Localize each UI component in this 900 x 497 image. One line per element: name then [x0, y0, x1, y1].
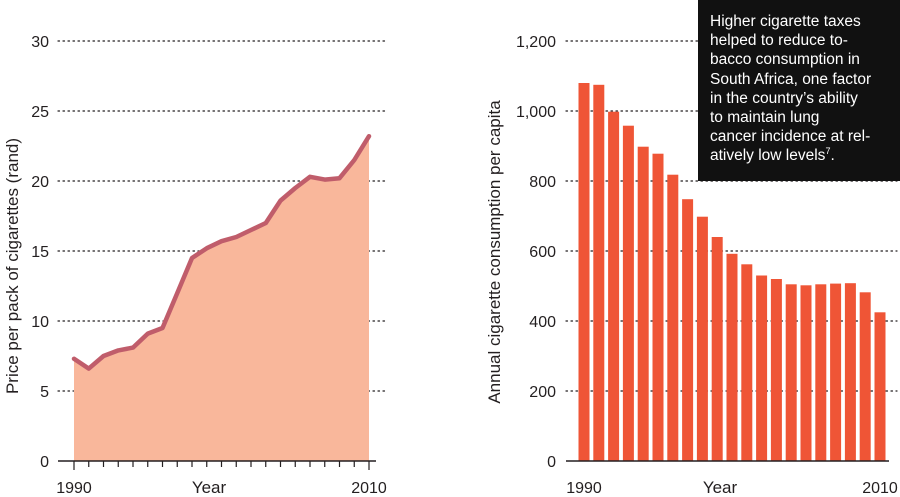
consumption-bar — [637, 146, 649, 461]
consumption-y-tick-label: 200 — [529, 384, 556, 401]
consumption-bar — [741, 264, 753, 461]
consumption-bar — [815, 284, 827, 462]
price-y-tick-label: 5 — [40, 384, 49, 401]
annotation-line: to maintain lung — [710, 109, 820, 127]
consumption-bar — [667, 174, 679, 461]
consumption-bar — [800, 285, 812, 461]
annotation-line-text: atively low levels — [710, 147, 826, 165]
price-x-tick-label: 2010 — [351, 480, 387, 497]
consumption-bar — [622, 125, 634, 461]
consumption-bar — [859, 292, 871, 461]
consumption-y-tick-label: 600 — [529, 244, 556, 261]
consumption-bar — [756, 275, 768, 461]
annotation-line: helped to reduce to- — [710, 32, 848, 50]
consumption-y-tick-label: 0 — [547, 454, 556, 471]
consumption-y-tick-labels: 0 200 400 600 800 1,000 1,200 — [516, 34, 556, 471]
consumption-bar — [652, 153, 664, 461]
annotation-box: Higher cigarette taxes helped to reduce … — [698, 0, 900, 181]
annotation-line: bacco consumption in — [710, 51, 860, 69]
price-y-axis-title: Price per pack of cigarettes (rand) — [3, 138, 22, 394]
price-area — [74, 136, 369, 461]
consumption-x-tick-labels: 1990 2010 — [566, 480, 898, 497]
consumption-x-tick-label: 1990 — [566, 480, 602, 497]
annotation-line: Higher cigarette taxes — [710, 13, 861, 30]
price-y-tick-labels: 0 5 10 15 20 25 30 — [31, 34, 49, 471]
consumption-bar — [696, 216, 708, 461]
consumption-y-tick-label: 1,200 — [516, 34, 556, 51]
consumption-bar — [785, 284, 797, 462]
consumption-chart: 0 200 400 600 800 1,000 1,200 1990 2010 Year An… — [485, 34, 898, 497]
annotation-end-punct: . — [830, 147, 835, 165]
price-line — [71, 133, 372, 371]
price-x-tick-labels: 1990 2010 — [56, 480, 387, 497]
consumption-bar — [874, 312, 886, 462]
annotation-line: South Africa, one factor — [710, 70, 872, 88]
price-x-axis-title: Year — [192, 478, 227, 497]
consumption-bar — [726, 253, 738, 461]
consumption-bar — [578, 83, 590, 461]
consumption-y-axis-title: Annual cigarette consumption per capita — [485, 100, 504, 404]
annotation-line: cancer incidence at rel- — [710, 128, 871, 146]
annotation-reference: 7 — [825, 146, 831, 157]
consumption-bar — [711, 237, 723, 461]
price-y-tick-label: 0 — [40, 454, 49, 471]
price-y-tick-label: 30 — [31, 34, 49, 51]
consumption-x-axis-title: Year — [703, 478, 738, 497]
price-y-tick-label: 15 — [31, 244, 49, 261]
price-y-tick-label: 20 — [31, 174, 49, 191]
consumption-bar — [593, 84, 605, 462]
consumption-bar — [844, 283, 856, 461]
price-x-ticks — [73, 461, 370, 470]
consumption-bar — [682, 199, 694, 461]
price-y-tick-label: 10 — [31, 314, 49, 331]
consumption-bars — [578, 83, 886, 462]
consumption-x-tick-label: 2010 — [862, 480, 898, 497]
price-x-tick-label: 1990 — [56, 480, 92, 497]
consumption-y-tick-label: 800 — [529, 174, 556, 191]
consumption-bar — [770, 279, 782, 461]
consumption-y-tick-label: 400 — [529, 314, 556, 331]
consumption-bar — [830, 283, 842, 461]
price-chart: 0 5 10 15 20 25 30 1990 2010 Year Price per pac… — [3, 34, 389, 497]
annotation-line: in the country’s ability — [710, 89, 858, 107]
consumption-y-tick-label: 1,000 — [516, 104, 556, 121]
price-y-tick-label: 25 — [31, 104, 49, 121]
annotation-last-line: atively low levels7. — [710, 146, 890, 165]
consumption-bar — [608, 111, 620, 461]
